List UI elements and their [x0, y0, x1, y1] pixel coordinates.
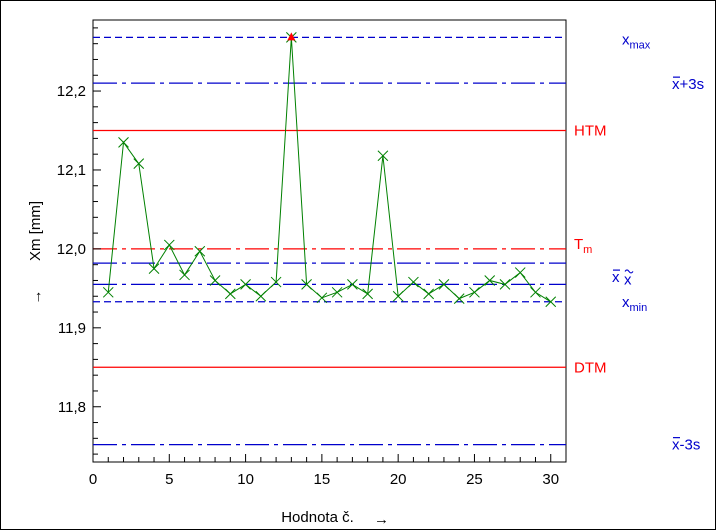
data-point: [499, 279, 511, 290]
data-point: [453, 293, 465, 304]
y-tick-label: 12,2: [57, 83, 86, 100]
y-axis-arrow: →: [28, 290, 45, 305]
ref-label-sub: m: [583, 244, 592, 256]
data-point: [530, 286, 541, 298]
data-point: [545, 296, 557, 308]
data-point: [377, 150, 389, 162]
y-tick-label: 11,8: [58, 399, 86, 416]
y-axis-title: Xm [mm]: [27, 201, 44, 261]
series-line: [107, 37, 552, 303]
x-tick-label: 0: [89, 471, 97, 488]
data-point: [133, 158, 145, 170]
ref-label-main: x: [672, 437, 680, 454]
x-tick-label: 30: [542, 471, 559, 488]
data-point: [331, 286, 343, 298]
x-axis-arrow: →: [374, 511, 389, 528]
data-point: [362, 288, 373, 300]
data-point: [392, 290, 404, 302]
reference-lines: [93, 36, 566, 446]
ref-label-sub: max: [630, 39, 651, 51]
ref-label-main: DTM: [574, 359, 607, 376]
data-point: [224, 288, 236, 300]
data-point: [163, 239, 175, 251]
axes-layer: 11,8 11,9 12,0 12,1 12,2 0 5 10 15 20 25 30: [57, 27, 567, 488]
ref-label-main: HTM: [574, 123, 607, 140]
ref-label-main: x: [622, 294, 630, 311]
data-point: [148, 263, 160, 274]
data-point: [194, 245, 206, 257]
x-tick-label: 15: [314, 471, 331, 488]
data-point: [255, 290, 267, 302]
ref-label-median: x: [624, 271, 632, 288]
data-point: [240, 279, 251, 290]
data-point: [316, 292, 328, 304]
x-tick-label: 25: [466, 471, 483, 488]
data-point: [179, 269, 190, 281]
series-layer: [102, 32, 557, 308]
ref-label-tm: Tm: [574, 236, 592, 256]
data-point: [438, 279, 450, 290]
ref-label-rest: -3s: [680, 437, 701, 454]
ref-label-sub: min: [630, 302, 648, 314]
data-point: [301, 279, 312, 290]
data-point: [484, 275, 496, 286]
data-point: [514, 267, 526, 278]
ref-label-main: x: [672, 76, 680, 93]
ref-label-main: T: [574, 236, 583, 253]
plot-area: [92, 19, 567, 463]
ref-label-main: x: [622, 31, 630, 48]
ref-label-ucl: x+3s: [672, 76, 704, 93]
data-point: [347, 279, 358, 290]
ref-label-dtm: DTM: [574, 359, 607, 376]
ref-label-htm: HTM: [574, 123, 607, 140]
data-point: [209, 275, 221, 286]
max-marker: [287, 32, 296, 41]
y-axis-title-text: Xm [mm]: [27, 201, 44, 261]
data-point: [118, 136, 129, 148]
data-point: [408, 276, 419, 288]
ref-label-lcl: x-3s: [672, 437, 700, 454]
x-tick-label: 5: [165, 471, 173, 488]
y-tick-label: 11,9: [58, 320, 86, 337]
x-tick-label: 10: [237, 471, 254, 488]
ref-label-xmax: xmax: [622, 31, 651, 51]
data-point: [423, 288, 435, 300]
x-tick-label: 20: [390, 471, 407, 488]
ref-label-tilde: [624, 269, 634, 274]
ref-label-main: x: [612, 269, 620, 286]
data-point: [270, 276, 282, 288]
x-axis-title: Hodnota č.: [281, 509, 354, 526]
ref-label-xmin: xmin: [622, 294, 647, 314]
data-point: [102, 286, 114, 298]
x-axis-title-text: Hodnota č.: [281, 509, 354, 526]
ref-label-main: x: [624, 271, 632, 288]
ref-label-rest: +3s: [680, 76, 705, 93]
ref-label-mean: x: [612, 269, 620, 286]
y-tick-label: 12,0: [57, 241, 86, 258]
y-tick-label: 12,1: [57, 162, 86, 179]
data-point: [469, 286, 480, 298]
